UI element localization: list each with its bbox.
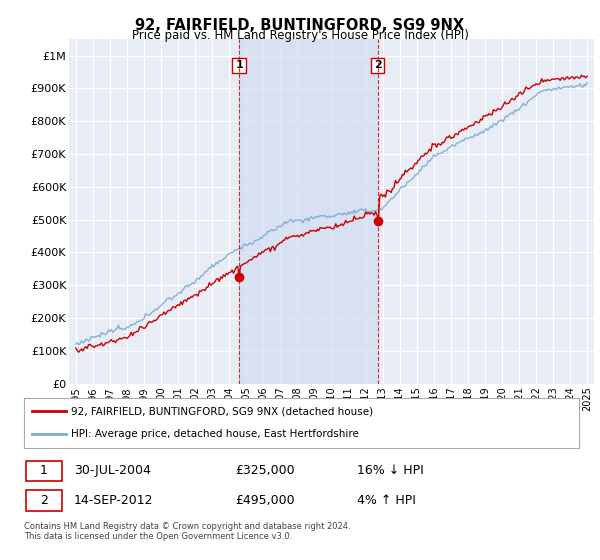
FancyBboxPatch shape [26,490,62,511]
Text: 92, FAIRFIELD, BUNTINGFORD, SG9 9NX (detached house): 92, FAIRFIELD, BUNTINGFORD, SG9 9NX (det… [71,406,373,416]
Text: 1: 1 [235,60,243,71]
Text: 2: 2 [374,60,382,71]
Bar [239,39,377,384]
FancyBboxPatch shape [26,460,62,482]
Text: 4% ↑ HPI: 4% ↑ HPI [357,494,416,507]
Text: HPI: Average price, detached house, East Hertfordshire: HPI: Average price, detached house, East… [71,430,359,440]
Text: 92, FAIRFIELD, BUNTINGFORD, SG9 9NX: 92, FAIRFIELD, BUNTINGFORD, SG9 9NX [136,18,464,33]
Text: 14-SEP-2012: 14-SEP-2012 [74,494,154,507]
Text: 2: 2 [40,494,47,507]
Text: Contains HM Land Registry data © Crown copyright and database right 2024.
This d: Contains HM Land Registry data © Crown c… [24,522,350,542]
Text: £325,000: £325,000 [235,464,295,478]
Text: Price paid vs. HM Land Registry's House Price Index (HPI): Price paid vs. HM Land Registry's House … [131,29,469,42]
Text: £495,000: £495,000 [235,494,295,507]
Text: 30-JUL-2004: 30-JUL-2004 [74,464,151,478]
Text: 1: 1 [40,464,47,478]
Text: 16% ↓ HPI: 16% ↓ HPI [357,464,424,478]
